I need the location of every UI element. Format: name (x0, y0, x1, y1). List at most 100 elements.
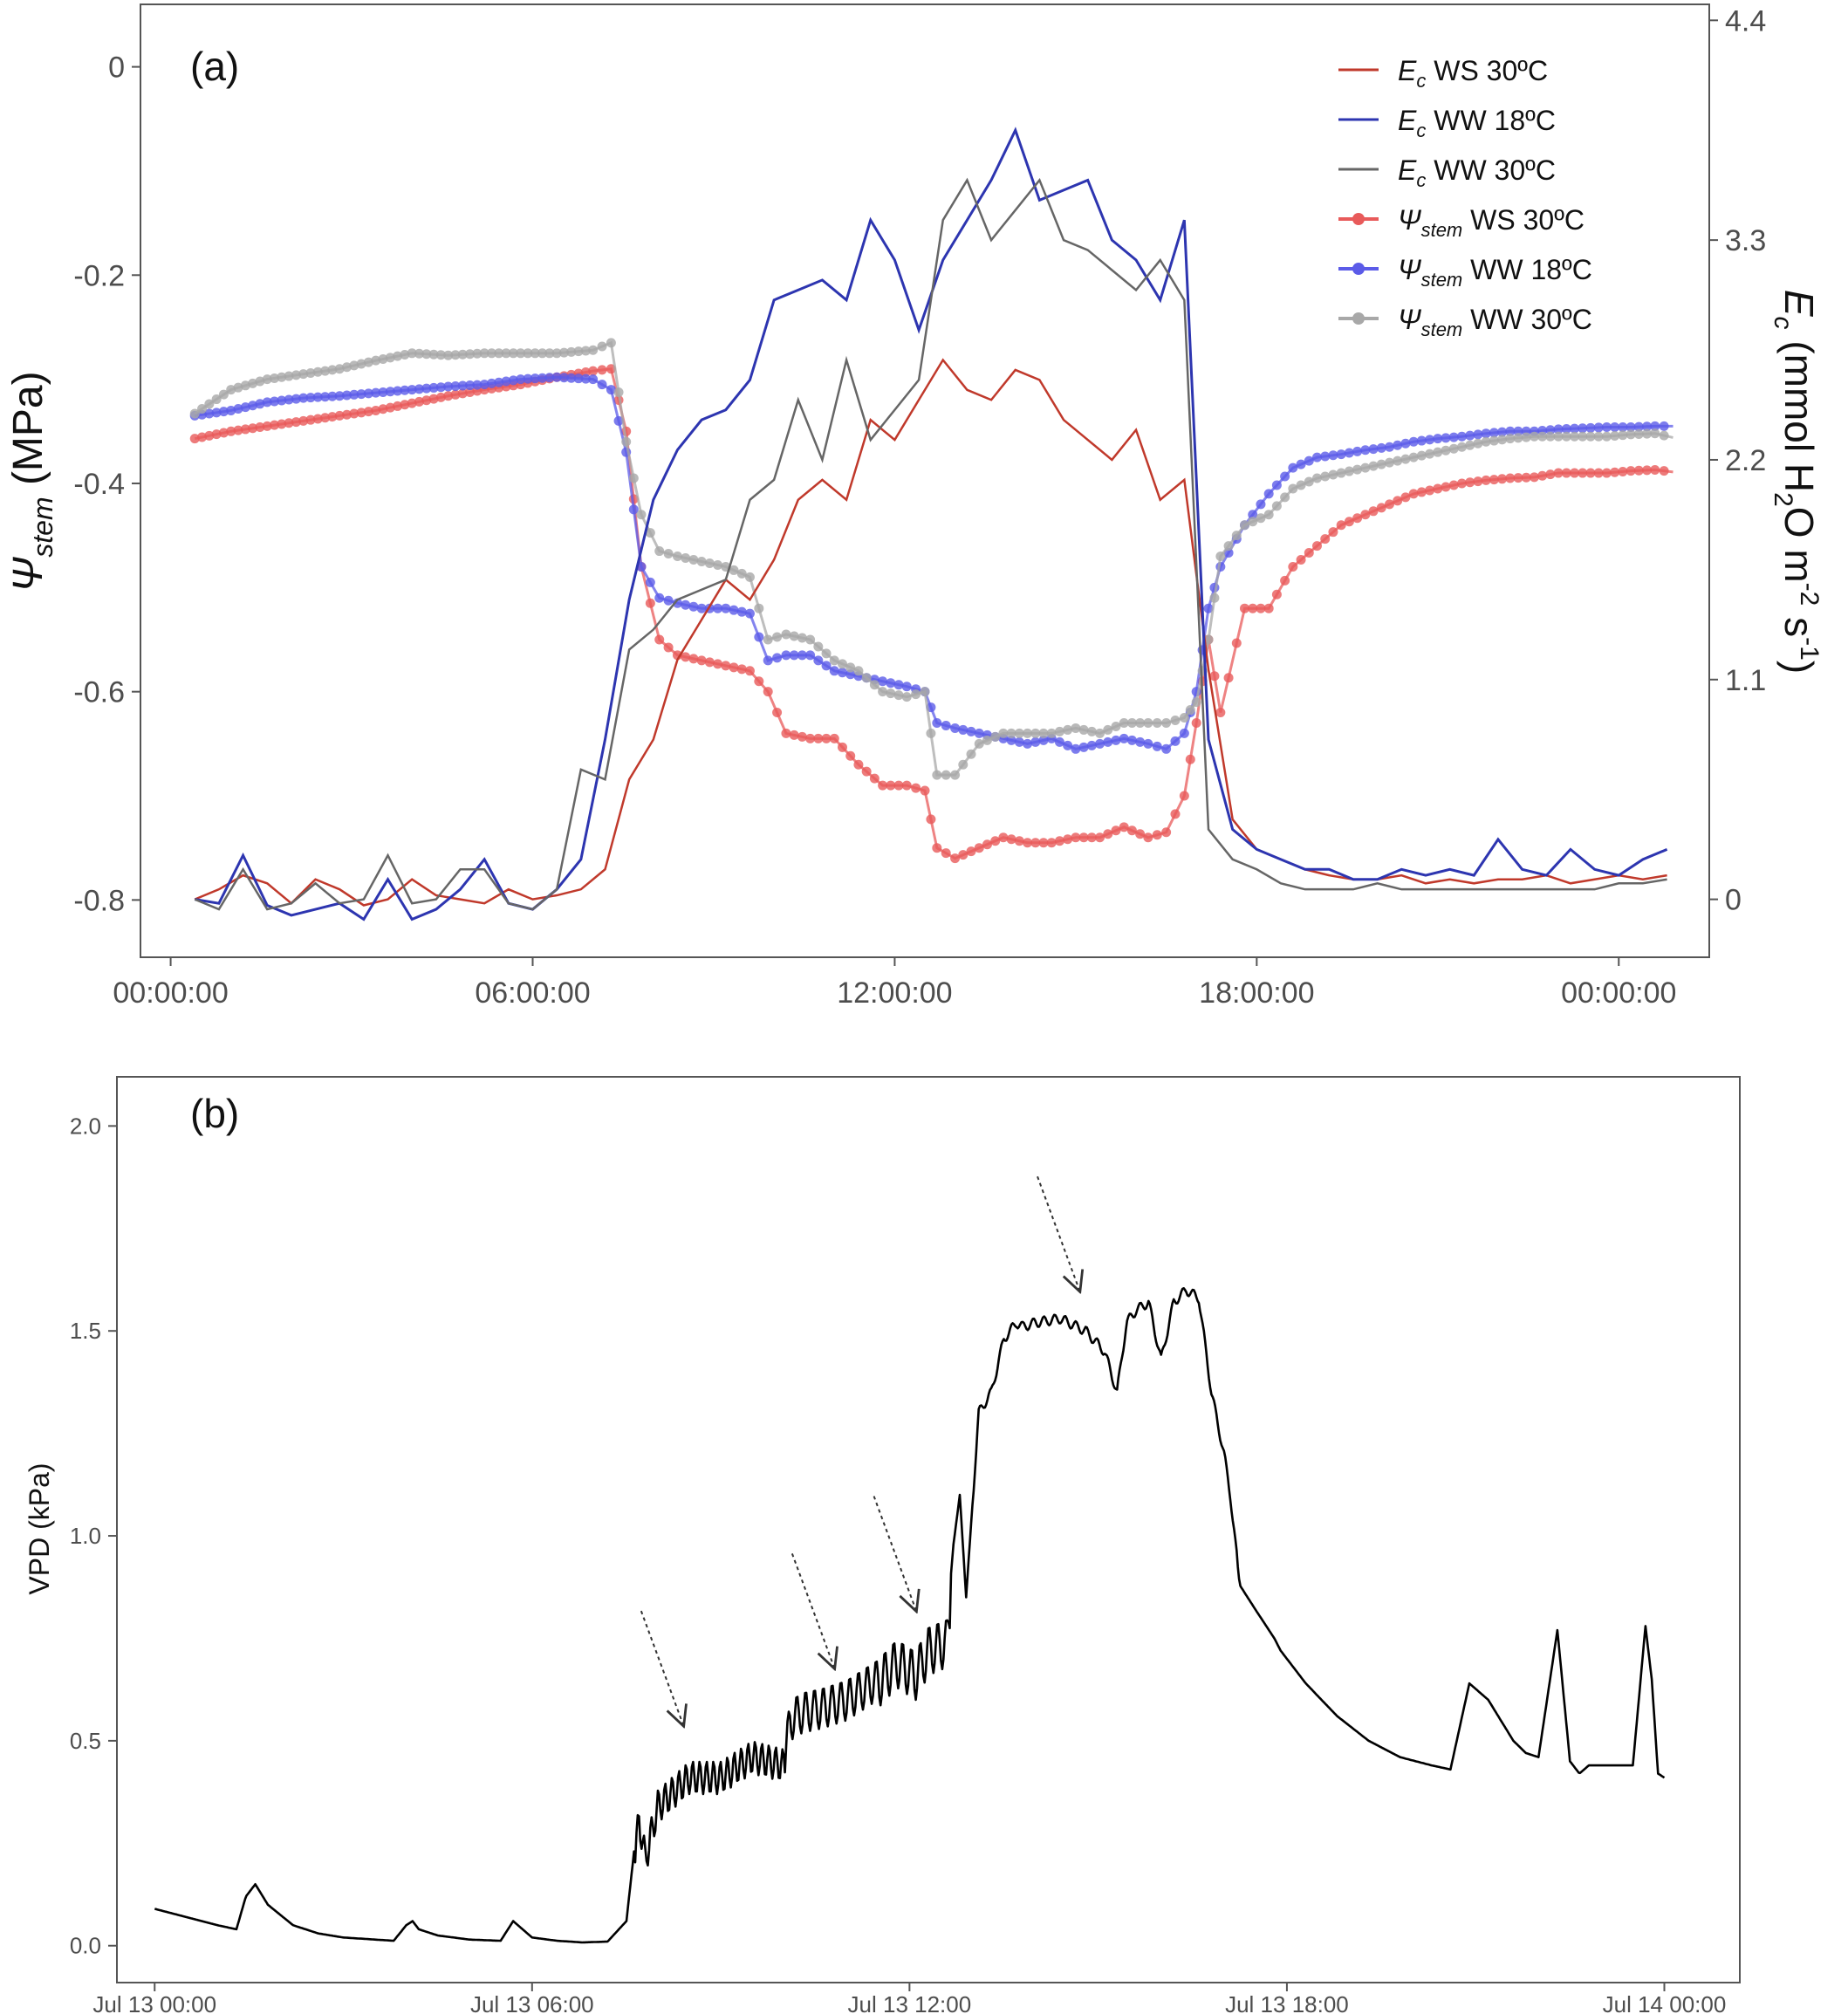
psi-ww30-point (1529, 431, 1539, 442)
psi-ww30-point (1095, 728, 1105, 738)
psi-ww18-point (1465, 430, 1475, 441)
psi-ww30-point (312, 366, 323, 377)
psi-ww18-point (958, 724, 968, 735)
psi-ww30-point (1561, 431, 1571, 442)
psi-ww18-point (486, 378, 496, 388)
psi-ws30-point (1578, 468, 1588, 478)
psi-ww30-point (1368, 461, 1379, 471)
psi-ww30-point (941, 770, 951, 780)
psi-ww30-point (829, 655, 839, 666)
psi-ww30-point (958, 759, 968, 770)
psi-ww18-point (393, 386, 403, 396)
psi-ww30-point (1633, 428, 1644, 439)
psi-ww30-point (349, 360, 359, 371)
panel-b-y-tick-label: 2.0 (70, 1113, 101, 1139)
psi-ww18-point (1328, 450, 1338, 461)
psi-ww18-point (606, 385, 616, 395)
psi-ws30-point (400, 400, 410, 410)
legend-swatch-marker (1352, 213, 1365, 225)
panel-b-y-tick-label: 1.0 (70, 1523, 101, 1549)
psi-ww30-point (1537, 431, 1548, 442)
psi-ws30-point (1240, 603, 1250, 613)
psi-ws30-point (320, 413, 331, 423)
psi-ww18-point (1312, 452, 1322, 462)
psi-ww30-point (334, 364, 345, 374)
psi-ww18-point (573, 373, 584, 384)
legend-label: Ψstem WW 18ºC (1398, 254, 1592, 291)
psi-ws30-point (878, 780, 888, 791)
psi-ws30-point (371, 405, 381, 415)
psi-ww30-point (1086, 726, 1097, 736)
legend-item: Ψstem WW 30ºC (1338, 304, 1592, 340)
psi-ws30-point (204, 430, 215, 441)
psi-ws30-point (1179, 791, 1189, 801)
psi-ww18-point (1400, 438, 1411, 449)
psi-ws30-point (1170, 809, 1181, 819)
psi-ws30-point (1312, 541, 1322, 551)
vpd-line (154, 1287, 1666, 1944)
psi-ww30-point (911, 689, 921, 700)
psi-ww18-point (1152, 741, 1162, 751)
psi-ww18-point (472, 380, 483, 390)
psi-ww30-point (1659, 430, 1669, 441)
psi-ww30-point (613, 387, 624, 398)
psi-ws30-point (893, 780, 904, 791)
psi-ww30-point (1006, 728, 1016, 738)
psi-ww30-point (465, 349, 476, 360)
psi-ww30-point (588, 345, 599, 355)
psi-ww30-point (1209, 593, 1220, 603)
psi-ww30-point (566, 346, 577, 357)
psi-ww18-point (551, 372, 562, 382)
psi-ws30-point (1610, 467, 1620, 477)
psi-ww30-point (342, 362, 352, 373)
psi-ww18-point (974, 728, 984, 738)
psi-ws30-point (1103, 829, 1113, 839)
psi-ww30-point (1103, 724, 1113, 735)
psi-ww30-point (1143, 717, 1153, 728)
psi-ww30-point (1240, 520, 1250, 531)
panel-a-x-tick-label: 12:00:00 (837, 976, 952, 1010)
psi-ws30-point (886, 780, 896, 791)
psi-ws30-point (1280, 575, 1290, 586)
psi-ww30-point (1456, 442, 1467, 452)
psi-ww30-point (1593, 431, 1604, 442)
psi-ww18-point (1393, 440, 1403, 450)
panel-a-x-tick-label: 00:00:00 (1561, 976, 1676, 1010)
psi-ws30-point (1585, 468, 1596, 478)
psi-ws30-point (1521, 472, 1531, 483)
panel-b-x-tick-label: Jul 13 00:00 (92, 1991, 216, 2014)
psi-ww30-point (1448, 443, 1459, 454)
psi-ws30-point (763, 687, 773, 697)
psi-ws30-point (1135, 829, 1146, 839)
psi-ws30-line (194, 367, 1673, 860)
psi-ws30-point (327, 412, 338, 422)
panel-b-y-axis-title: VPD (kPa) (24, 1463, 55, 1594)
psi-ww18-point (805, 650, 816, 661)
psi-ww18-point (1063, 740, 1073, 750)
psi-ww30-point (1078, 724, 1089, 735)
panel-a-frame (140, 3, 1710, 958)
psi-ww18-point (1256, 499, 1266, 510)
psi-ww30-point (920, 687, 930, 697)
psi-ww18-point (342, 390, 352, 401)
psi-ww18-point (443, 381, 454, 392)
psi-ww30-point (1513, 433, 1523, 443)
psi-ww30-point (606, 338, 616, 348)
panel-b-arrows (640, 1175, 1079, 1724)
psi-ww18-point (688, 601, 699, 612)
psi-ww30-point (240, 380, 250, 391)
psi-ww18-point (721, 603, 731, 613)
psi-ww30-point (1376, 459, 1386, 469)
psi-ws30-point (1561, 468, 1571, 478)
psi-ww30-point (558, 347, 569, 358)
psi-ww18-point (400, 385, 410, 395)
psi-ww18-point (1441, 433, 1451, 443)
legend-item: Ec WW 30ºC (1338, 154, 1556, 191)
psi-ww18-point (363, 388, 373, 399)
psi-ww30-point (443, 350, 454, 360)
panel-a-legend: Ec WS 30ºC Ec WW 18ºC Ec WW 30ºC Ψstem WS 3… (1338, 55, 1592, 340)
psi-ww30-point (255, 376, 265, 387)
legend-swatch-marker (1352, 263, 1365, 275)
legend-label: Ec WS 30ºC (1398, 55, 1548, 92)
psi-ww30-point (861, 673, 872, 683)
